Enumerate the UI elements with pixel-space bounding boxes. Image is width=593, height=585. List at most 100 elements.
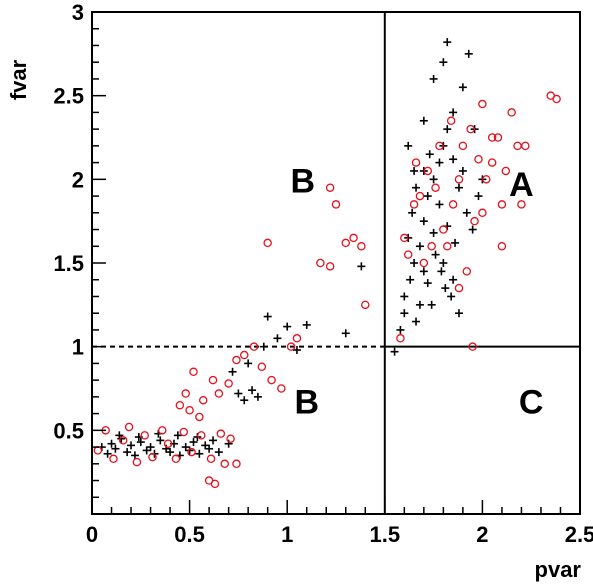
circle-point [458,141,468,151]
cross-point [341,329,350,338]
cross-point [458,83,467,92]
circle-point [214,389,224,398]
circle-point [478,99,487,109]
circle-point [409,200,419,209]
cross-point [449,155,458,164]
circle-point [446,116,456,126]
circle-point [474,155,483,164]
cross-point [458,166,467,175]
cross-point [454,183,463,192]
cross-point [209,436,218,445]
cross-point [439,259,448,267]
circle-point [507,108,516,117]
cross-point [429,74,438,83]
circle-point [411,158,421,167]
circle-point [292,334,302,343]
circle-point [240,350,249,360]
circle-point [195,412,204,422]
cross-point [127,441,136,450]
cross-point [292,346,301,355]
circle-point [493,133,503,142]
circle-point [341,238,351,248]
circle-point [466,124,475,134]
cross-point [449,275,458,284]
circle-point [325,262,335,271]
cross-point [390,347,399,356]
cross-point [234,389,243,398]
cross-point [443,38,452,47]
circle-point [427,242,436,251]
cross-point [228,367,237,376]
circle-point [487,158,497,167]
circle-point [478,208,487,218]
circle-series [93,91,561,489]
cross-point [273,334,282,343]
circle-point [361,300,370,310]
cross-point [429,228,438,237]
circle-point [331,200,341,209]
circle-point [497,242,507,251]
cross-point [410,166,419,175]
circle-point [124,422,134,432]
cross-point [240,396,249,405]
circle-point [132,457,142,467]
cross-point [224,439,233,448]
y-tick-label: 1 [72,335,84,360]
cross-point [195,449,204,458]
circle-point [419,258,429,268]
y-tick-label: 2.5 [53,84,84,109]
cross-point [412,317,421,326]
circle-point [220,459,229,469]
cross-point [404,141,413,150]
cross-point [357,262,366,271]
circle-point [163,439,173,448]
cross-point [173,431,182,440]
x-tick-label: 1 [281,522,293,547]
circle-point [179,427,188,437]
circle-point [224,379,233,388]
circle-point [148,452,157,462]
axis-ticks [91,11,581,515]
cross-point [425,150,434,159]
circle-point [189,367,198,377]
cross-point [205,444,214,453]
cross-point [410,259,419,267]
circle-point [267,375,276,385]
circle-point [140,431,149,440]
cross-point [431,250,440,259]
cross-point [451,238,460,247]
circle-point [216,429,226,438]
cross-point [415,242,424,251]
circle-point [357,242,366,251]
x-tick-label: 0.5 [174,522,205,547]
cross-point [146,443,155,452]
region-labels: A B B C [291,163,544,422]
circle-point [552,94,561,104]
circle-point [171,454,181,464]
cross-point [441,284,450,293]
circle-point [197,431,206,440]
circle-point [249,342,259,351]
cross-point [419,116,428,125]
circle-point [349,233,358,243]
cross-point [408,208,417,217]
cross-point [130,451,139,460]
cross-point [253,392,262,401]
cross-point [244,359,253,368]
circle-point [109,454,118,464]
x-tick-label: 2.5 [565,522,593,547]
cross-point [189,438,198,447]
y-tick-label: 0.5 [53,418,84,443]
circle-point [325,183,335,192]
circle-point [210,479,220,489]
cross-point [115,431,124,440]
circle-point [468,342,477,351]
x-tick-label: 0 [86,522,98,547]
circle-point [521,141,530,151]
cross-point [248,386,257,395]
circle-point [175,400,185,410]
cross-point [400,309,409,318]
cross-point [283,322,292,331]
cross-point [406,275,415,284]
